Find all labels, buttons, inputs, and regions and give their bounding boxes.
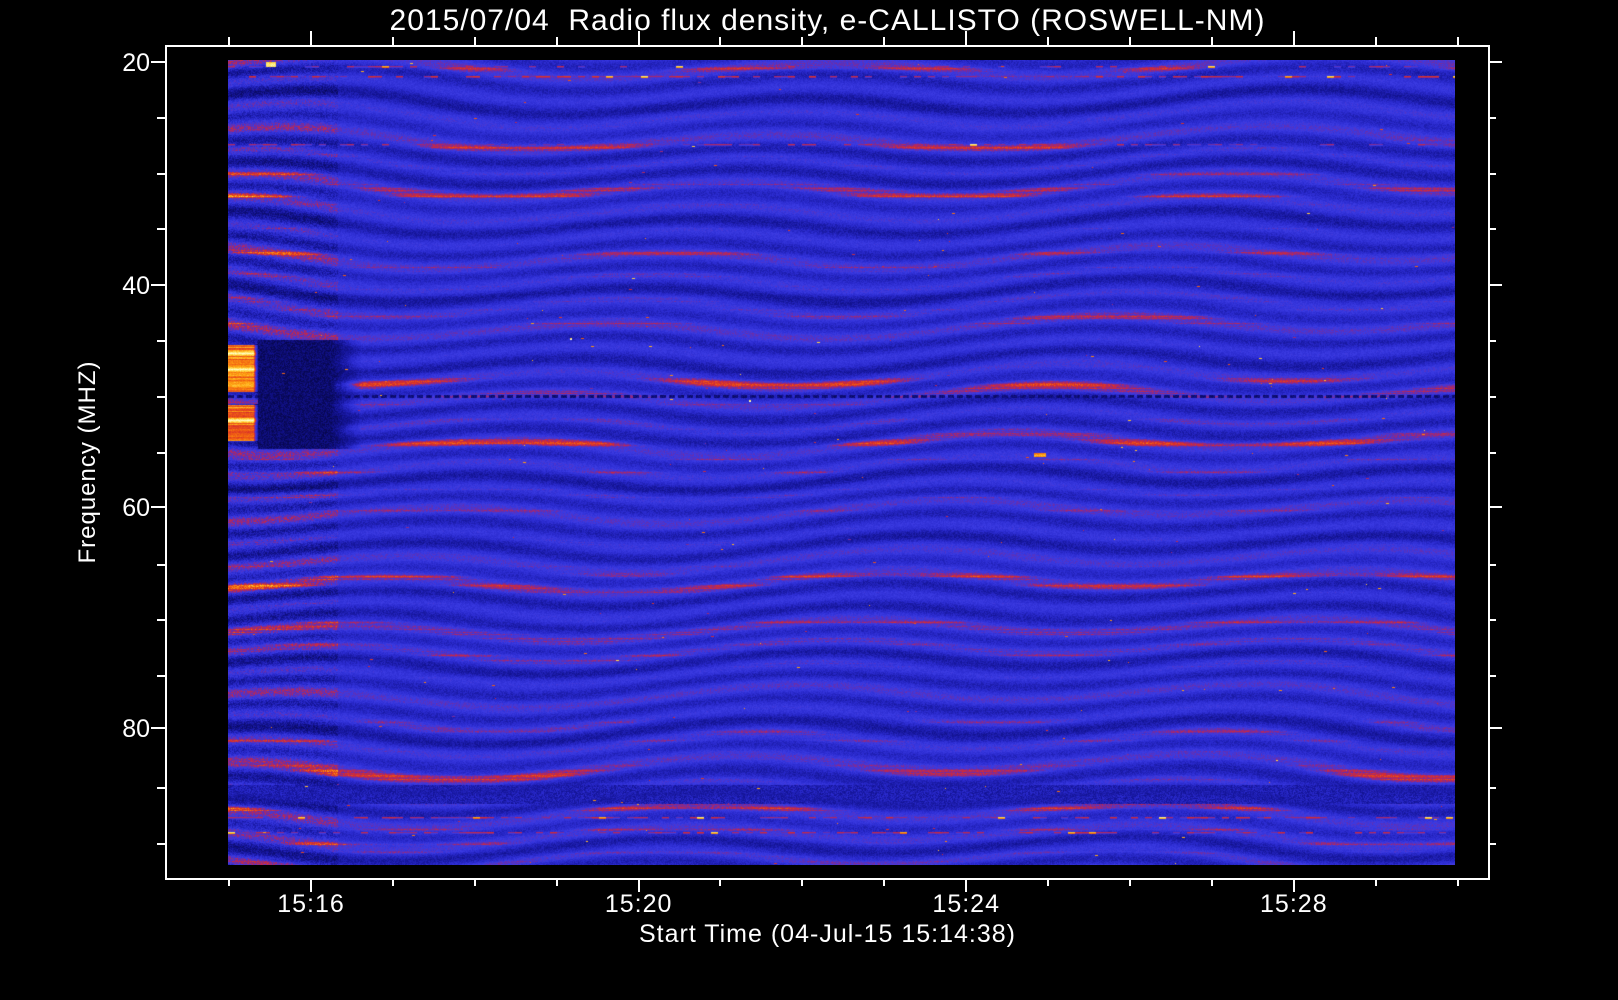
tick-mark (1488, 172, 1496, 175)
y-tick-label: 20 (122, 48, 150, 77)
tick-mark (157, 563, 165, 566)
tick-mark (157, 340, 165, 343)
tick-mark (1488, 842, 1496, 845)
tick-mark (391, 37, 394, 45)
tick-mark (151, 727, 165, 730)
tick-mark (473, 37, 476, 45)
tick-mark (1488, 396, 1496, 399)
tick-mark (228, 878, 231, 886)
x-tick-label: 15:16 (277, 890, 345, 918)
tick-mark (1488, 451, 1496, 454)
tick-mark (473, 878, 476, 886)
chart-title: 2015/07/04 Radio flux density, e-CALLIST… (389, 4, 1266, 37)
tick-mark (965, 31, 968, 45)
tick-mark (1488, 727, 1502, 730)
tick-mark (1374, 37, 1377, 45)
tick-mark (1292, 31, 1295, 45)
tick-mark (719, 878, 722, 886)
tick-mark (157, 786, 165, 789)
tick-mark (309, 878, 312, 892)
plot-frame (151, 31, 1502, 892)
tick-mark (1488, 563, 1496, 566)
tick-mark (555, 878, 558, 886)
y-axis-label: Frequency (MHZ) (74, 360, 101, 564)
tick-mark (151, 284, 165, 287)
spectrogram-canvas (228, 60, 1455, 865)
tick-mark (1488, 116, 1496, 119)
tick-mark (1129, 37, 1131, 45)
tick-mark (637, 31, 640, 45)
tick-mark (555, 37, 558, 45)
tick-mark (1456, 37, 1459, 45)
tick-mark (157, 116, 165, 119)
tick-mark (1488, 60, 1502, 63)
tick-mark (1456, 878, 1459, 886)
y-tick-label: 80 (122, 715, 150, 744)
tick-mark (157, 675, 165, 678)
tick-mark (157, 172, 165, 175)
tick-mark (1210, 878, 1213, 886)
tick-mark (1210, 37, 1213, 45)
tick-mark (157, 396, 165, 399)
tick-mark (1047, 878, 1050, 886)
tick-mark (1374, 878, 1377, 886)
tick-mark (637, 878, 640, 892)
x-tick-label: 15:28 (1260, 890, 1328, 918)
tick-mark (157, 619, 165, 622)
tick-mark (157, 451, 165, 454)
tick-mark (1488, 619, 1496, 622)
tick-mark (801, 878, 804, 886)
tick-mark (391, 878, 394, 886)
y-tick-label: 40 (122, 272, 150, 301)
y-tick-label: 60 (122, 494, 150, 523)
x-axis-label: Start Time (04-Jul-15 15:14:38) (639, 920, 1016, 948)
tick-mark (228, 37, 231, 45)
tick-mark (157, 228, 165, 231)
tick-mark (1047, 37, 1050, 45)
tick-mark (1292, 878, 1295, 892)
tick-mark (309, 31, 312, 45)
tick-mark (1488, 228, 1496, 231)
tick-mark (151, 506, 165, 509)
tick-mark (151, 60, 165, 63)
tick-mark (1129, 878, 1131, 886)
tick-mark (719, 37, 722, 45)
tick-mark (1488, 786, 1496, 789)
tick-mark (801, 37, 804, 45)
tick-mark (965, 878, 968, 892)
x-tick-label: 15:20 (604, 890, 673, 918)
tick-mark (1488, 340, 1496, 343)
x-tick-label: 15:24 (932, 890, 1000, 918)
tick-mark (883, 37, 886, 45)
tick-mark (1488, 675, 1496, 678)
tick-mark (1488, 506, 1502, 509)
tick-mark (1488, 284, 1502, 287)
tick-mark (883, 878, 886, 886)
tick-mark (157, 842, 165, 845)
